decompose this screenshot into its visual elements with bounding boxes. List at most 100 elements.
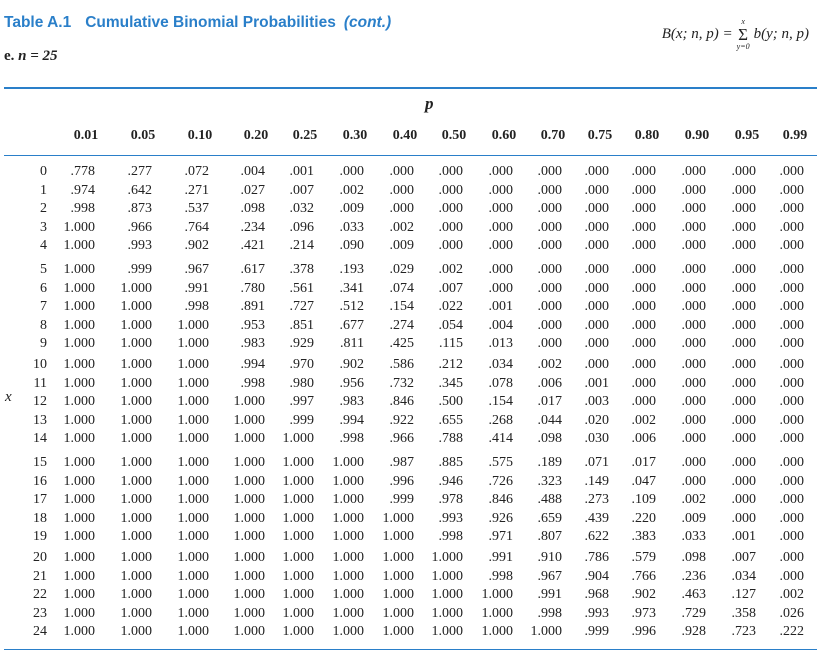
table-cell: .000 — [537, 164, 563, 179]
table-cell: .729 — [681, 605, 707, 621]
table-cell: .154 — [488, 394, 514, 410]
table-cell: .971 — [488, 529, 514, 545]
table-cell: .786 — [584, 550, 610, 565]
table-cell: .006 — [631, 431, 657, 447]
table-cell: .000 — [779, 492, 805, 508]
table-cell: .277 — [127, 164, 153, 179]
table-cell: .000 — [779, 357, 805, 372]
table-cell: .998 — [339, 431, 365, 447]
table-cell: 1.000 — [282, 529, 315, 545]
table-cell: .000 — [631, 164, 657, 179]
table-cell: .378 — [289, 262, 315, 277]
table-cell: .000 — [631, 219, 657, 235]
table-cell: .009 — [389, 238, 415, 254]
table-cell: 1.000 — [120, 529, 153, 545]
summation-symbol: x Σ y=0 — [737, 18, 750, 51]
table-cell: .926 — [488, 510, 514, 526]
x-value: 22 — [33, 587, 47, 603]
table-cell: 1.000 — [177, 455, 210, 470]
x-value: 6 — [40, 280, 47, 296]
table-cell: .000 — [389, 182, 415, 198]
table-cell: .000 — [631, 280, 657, 296]
table-cell: .007 — [289, 182, 315, 198]
table-cell: .000 — [631, 336, 657, 352]
table-cell: .000 — [731, 280, 757, 296]
table-cell: 1.000 — [63, 219, 96, 235]
table-cell: .000 — [631, 394, 657, 410]
table-cell: 1.000 — [382, 587, 415, 603]
table-cell: 1.000 — [63, 375, 96, 391]
subtitle-prefix: e. — [4, 48, 15, 64]
table-cell: .000 — [681, 394, 707, 410]
x-value: 19 — [33, 529, 47, 545]
table-cell: 1.000 — [332, 510, 365, 526]
table-cell: .991 — [184, 280, 210, 296]
table-cell: .000 — [681, 357, 707, 372]
table-cell: 1.000 — [332, 529, 365, 545]
table-cell: .000 — [339, 164, 365, 179]
table-cell: .968 — [584, 587, 610, 603]
table-cell: .000 — [389, 201, 415, 217]
table-cell: .000 — [779, 568, 805, 584]
table-cell: 1.000 — [332, 492, 365, 508]
x-value: 14 — [33, 431, 47, 447]
table-cell: .000 — [779, 262, 805, 277]
table-cell: .999 — [289, 412, 315, 428]
table-cell: .009 — [681, 510, 707, 526]
table-cell: 1.000 — [233, 510, 266, 526]
table-cell: .998 — [438, 529, 464, 545]
table-cell: 1.000 — [233, 587, 266, 603]
table-cell: .512 — [339, 299, 365, 315]
table-cell: .000 — [537, 238, 563, 254]
table-cell: .902 — [339, 357, 365, 372]
table-cell: .000 — [731, 299, 757, 315]
table-cell: 1.000 — [332, 568, 365, 584]
table-cell: .090 — [339, 238, 365, 254]
table-cell: 1.000 — [120, 375, 153, 391]
table-cell: .780 — [240, 280, 266, 296]
table-cell: 1.000 — [63, 605, 96, 621]
x-value: 0 — [40, 164, 47, 179]
table-title-cont: (cont.) — [343, 14, 392, 31]
table-cell: .000 — [779, 529, 805, 545]
table-cell: .000 — [584, 182, 610, 198]
table-cell: .642 — [127, 182, 153, 198]
table-cell: .017 — [537, 394, 563, 410]
table-cell: 1.000 — [177, 431, 210, 447]
table-cell: .000 — [731, 375, 757, 391]
table-cell: .966 — [127, 219, 153, 235]
table-cell: 1.000 — [282, 492, 315, 508]
x-value: 16 — [33, 473, 47, 489]
table-cell: .929 — [289, 336, 315, 352]
table-cell: 1.000 — [233, 605, 266, 621]
table-cell: .000 — [731, 431, 757, 447]
table-cell: .013 — [488, 336, 514, 352]
table-cell: .996 — [631, 624, 657, 640]
table-cell: .000 — [631, 357, 657, 372]
table-cell: .000 — [438, 201, 464, 217]
table-cell: .000 — [584, 280, 610, 296]
table-cell: .000 — [779, 280, 805, 296]
table-cell: .000 — [584, 164, 610, 179]
table-cell: 1.000 — [431, 624, 464, 640]
table-cell: 1.000 — [177, 357, 210, 372]
top-rule — [4, 87, 817, 89]
table-cell: .000 — [681, 375, 707, 391]
column-header: 0.80 — [634, 128, 660, 143]
table-cell: .000 — [779, 412, 805, 428]
table-cell: .726 — [488, 473, 514, 489]
table-cell: .020 — [584, 412, 610, 428]
column-header: 0.05 — [130, 128, 156, 143]
table-cell: .383 — [631, 529, 657, 545]
table-cell: 1.000 — [63, 262, 96, 277]
table-cell: 1.000 — [233, 492, 266, 508]
table-cell: .212 — [438, 357, 464, 372]
column-header: 0.20 — [243, 128, 269, 143]
table-cell: 1.000 — [481, 587, 514, 603]
table-cell: .007 — [731, 550, 757, 565]
table-cell: .214 — [289, 238, 315, 254]
table-cell: .268 — [488, 412, 514, 428]
table-cell: .273 — [584, 492, 610, 508]
table-cell: .902 — [631, 587, 657, 603]
table-cell: .009 — [339, 201, 365, 217]
